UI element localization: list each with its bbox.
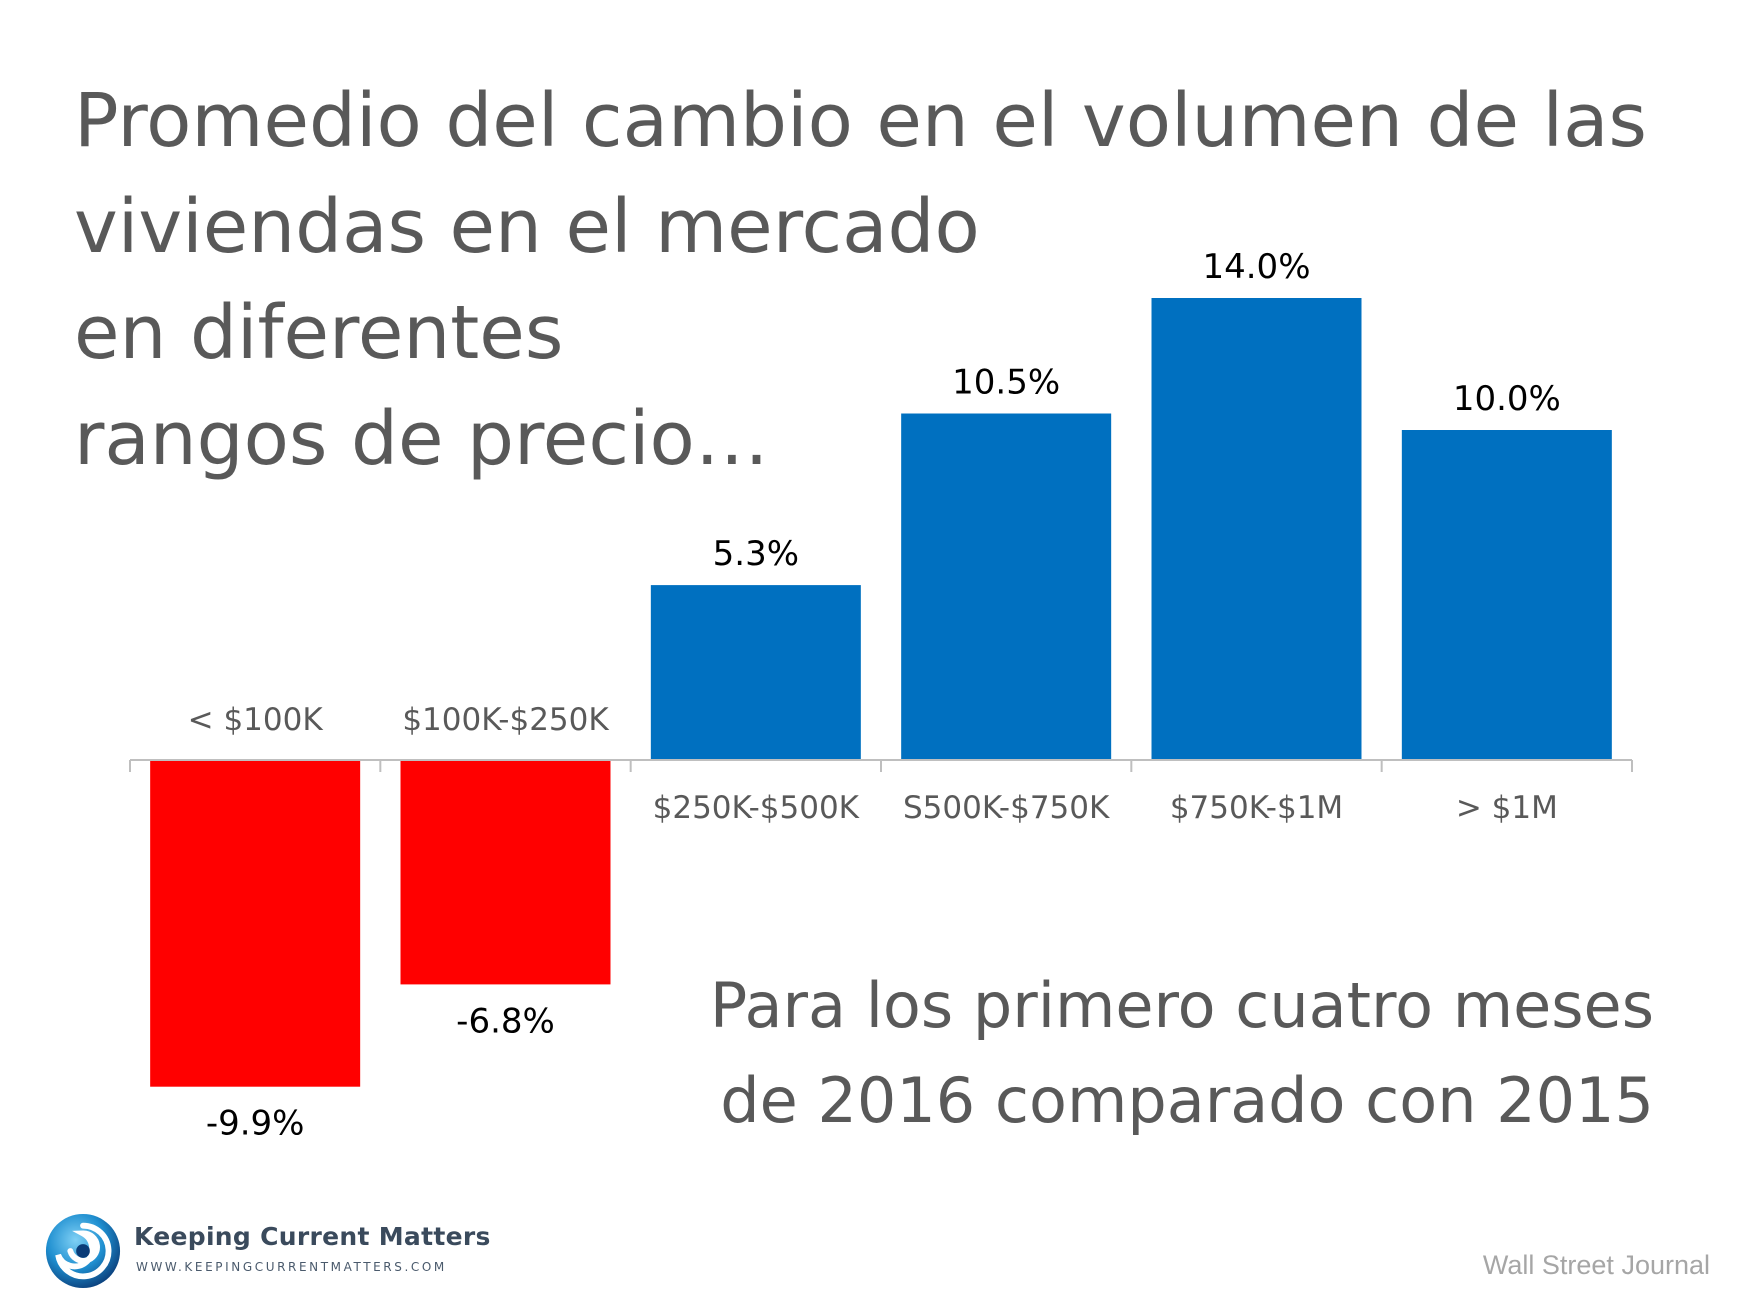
data-label: 5.3% bbox=[713, 534, 799, 574]
data-label: 10.5% bbox=[952, 363, 1060, 403]
data-label: -9.9% bbox=[206, 1104, 305, 1144]
category-label: $100K-$250K bbox=[402, 702, 609, 738]
chart-subtitle: Para los primero cuatro meses de 2016 co… bbox=[710, 958, 1654, 1148]
title-line: viviendas en el mercado bbox=[74, 184, 980, 270]
source-credit: Wall Street Journal bbox=[1482, 1250, 1710, 1280]
subtitle-line: de 2016 comparado con 2015 bbox=[720, 1064, 1654, 1137]
category-label: S500K-$750K bbox=[903, 790, 1110, 826]
title-line: rangos de precio… bbox=[74, 396, 769, 482]
data-label: 14.0% bbox=[1202, 247, 1310, 287]
data-label: -6.8% bbox=[456, 1001, 555, 1041]
title-line: en diferentes bbox=[74, 290, 564, 376]
title-line: Promedio del cambio en el volumen de las bbox=[74, 78, 1647, 164]
category-label: > $1M bbox=[1456, 790, 1558, 826]
category-label: < $100K bbox=[188, 702, 324, 738]
bar bbox=[901, 413, 1112, 760]
data-label: 10.0% bbox=[1453, 379, 1561, 419]
category-label: $250K-$500K bbox=[653, 790, 860, 826]
company-logo: Keeping Current Matters WWW.KEEPINGCURRE… bbox=[44, 1212, 490, 1292]
subtitle-line: Para los primero cuatro meses bbox=[709, 969, 1654, 1042]
bar bbox=[1401, 430, 1612, 760]
bar bbox=[650, 585, 861, 760]
bar bbox=[150, 760, 361, 1087]
logo-url: WWW.KEEPINGCURRENTMATTERS.COM bbox=[136, 1260, 447, 1274]
category-label: $750K-$1M bbox=[1170, 790, 1343, 826]
bar bbox=[400, 760, 611, 985]
swirl-logo-icon bbox=[45, 1213, 121, 1289]
chart-title: Promedio del cambio en el volumen de las… bbox=[74, 68, 1647, 492]
logo-name: Keeping Current Matters bbox=[134, 1222, 491, 1251]
bar bbox=[1151, 298, 1362, 760]
